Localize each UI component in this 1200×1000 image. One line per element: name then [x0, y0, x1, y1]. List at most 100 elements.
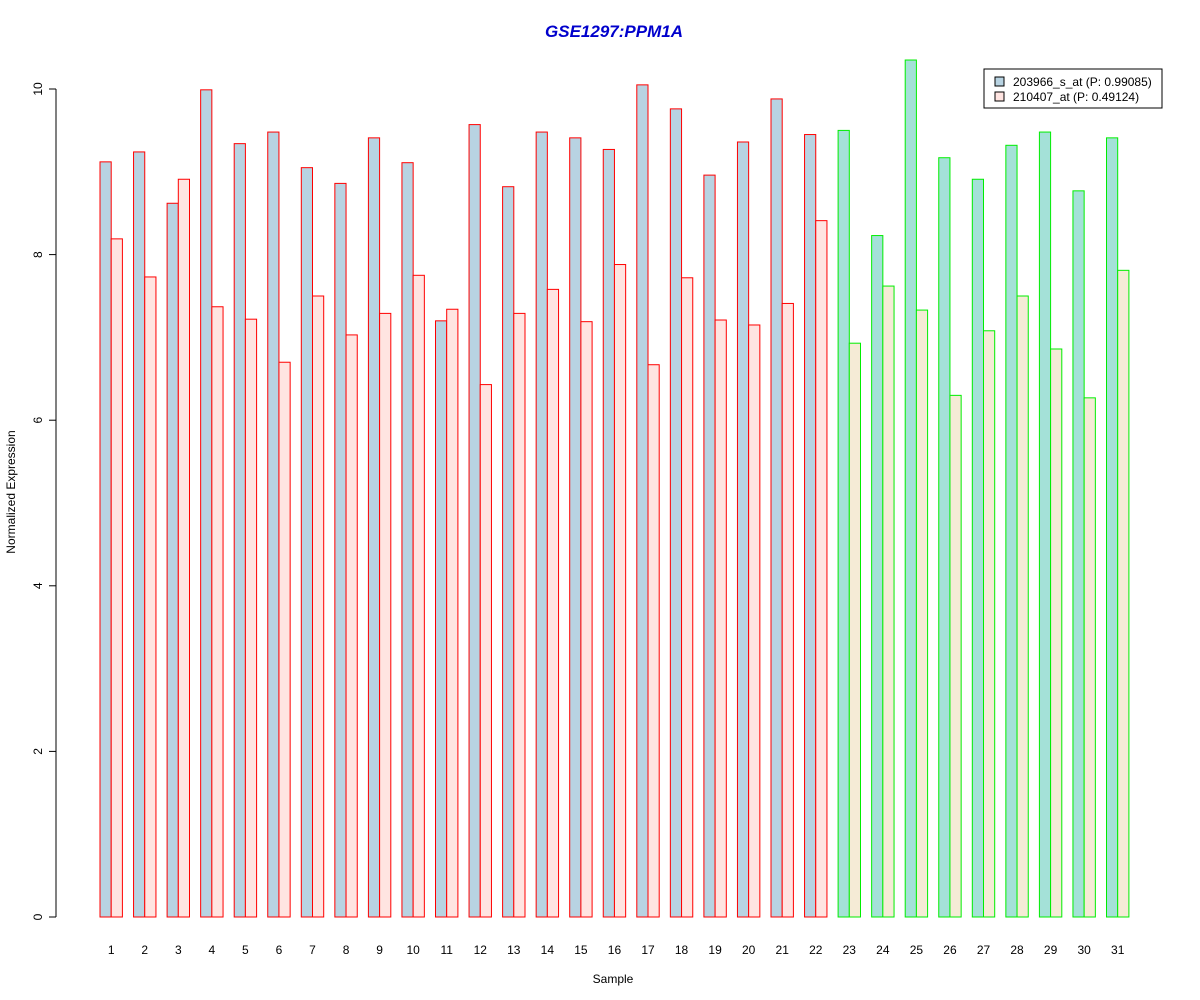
- y-tick-label: 6: [31, 417, 45, 424]
- y-tick-label: 2: [31, 748, 45, 755]
- bar-series-2-sample-2: [144, 276, 157, 918]
- bar-series-1-sample-1: [99, 161, 112, 918]
- bar-series-2-sample-23: [848, 342, 861, 918]
- bar-series-1-sample-2: [133, 151, 146, 918]
- bar-series-2-sample-17: [647, 364, 660, 918]
- legend-box: [983, 68, 1163, 109]
- bar-series-1-sample-17: [636, 84, 649, 918]
- y-tick-label: 0: [31, 913, 45, 920]
- x-tick-label: 3: [175, 943, 182, 957]
- bar-series-1-sample-4: [200, 89, 213, 918]
- bar-series-1-sample-9: [367, 137, 381, 918]
- bar-series-2-sample-12: [479, 384, 492, 918]
- x-axis-title: Sample: [593, 972, 634, 986]
- bar-series-1-sample-16: [602, 148, 615, 918]
- chart-title: GSE1297:PPM1A: [545, 22, 683, 41]
- bar-series-2-sample-25: [915, 309, 929, 918]
- bar-series-2-sample-15: [580, 321, 593, 918]
- x-tick-label: 30: [1077, 943, 1091, 957]
- bar-series-2-sample-29: [1050, 348, 1063, 918]
- x-tick-label: 10: [406, 943, 420, 957]
- x-tick-label: 31: [1111, 943, 1125, 957]
- bar-series-2-sample-6: [278, 361, 291, 918]
- bar-series-1-sample-10: [401, 162, 414, 918]
- bar-series-2-sample-20: [748, 324, 761, 918]
- x-tick-label: 11: [440, 943, 453, 957]
- bar-series-1-sample-12: [468, 124, 481, 918]
- bar-series-1-sample-11: [435, 320, 448, 918]
- legend-label-series-1: 203966_s_at (P: 0.99085): [1013, 75, 1152, 89]
- bar-series-1-sample-28: [1005, 144, 1018, 918]
- bar-series-1-sample-31: [1106, 137, 1119, 918]
- bar-series-2-sample-18: [681, 277, 694, 918]
- x-tick-label: 17: [641, 943, 655, 957]
- bar-series-1-sample-27: [971, 178, 984, 918]
- bar-series-1-sample-29: [1038, 131, 1052, 918]
- bar-series-1-sample-5: [233, 143, 246, 918]
- bar-series-2-sample-21: [781, 302, 794, 918]
- bar-series-2-sample-16: [613, 264, 627, 918]
- bar-series-1-sample-7: [300, 167, 313, 918]
- bar-series-2-sample-13: [513, 312, 526, 918]
- x-tick-label: 14: [541, 943, 555, 957]
- x-tick-label: 24: [876, 943, 890, 957]
- bar-series-1-sample-23: [837, 129, 850, 918]
- bar-series-2-sample-3: [177, 178, 191, 918]
- legend-swatch-series-1: [994, 76, 1005, 87]
- y-axis-title: Normalized Expression: [4, 430, 18, 553]
- bar-series-1-sample-18: [669, 108, 683, 918]
- x-tick-label: 6: [276, 943, 283, 957]
- bar-series-1-sample-6: [267, 131, 280, 918]
- bar-series-2-sample-5: [244, 318, 258, 918]
- legend: 203966_s_at (P: 0.99085) 210407_at (P: 0…: [983, 68, 1163, 109]
- x-tick-label: 5: [242, 943, 249, 957]
- x-axis-labels: 1 2 3 4 5 6 7 8 9 10 11 12 13 14 15 16 17 18 19 20 21 22 23 24 2…: [108, 943, 1125, 957]
- x-tick-label: 9: [376, 943, 383, 957]
- bar-series-1-sample-8: [334, 182, 347, 918]
- x-tick-label: 29: [1044, 943, 1058, 957]
- x-tick-label: 13: [507, 943, 521, 957]
- x-tick-label: 7: [309, 943, 316, 957]
- x-tick-label: 1: [108, 943, 115, 957]
- bar-series-2-sample-9: [379, 312, 392, 918]
- bar-series-2-sample-24: [882, 285, 895, 918]
- bar-series-1-sample-14: [535, 131, 548, 918]
- bar-series-1-sample-30: [1072, 190, 1085, 918]
- x-tick-label: 27: [977, 943, 991, 957]
- bar-series-1-sample-15: [569, 137, 582, 918]
- bar-series-2-sample-30: [1083, 397, 1096, 918]
- x-tick-label: 2: [141, 943, 148, 957]
- bar-series-2-sample-27: [983, 330, 996, 918]
- y-axis: 0 2 4 6 8 10: [31, 82, 57, 920]
- x-tick-label: 4: [209, 943, 216, 957]
- x-tick-label: 26: [943, 943, 957, 957]
- y-tick-label: 10: [31, 82, 45, 96]
- bar-series-1-sample-3: [166, 202, 179, 918]
- legend-swatch-series-2: [994, 91, 1005, 102]
- bar-series-1-sample-19: [703, 174, 716, 918]
- x-tick-label: 16: [608, 943, 622, 957]
- bar-series-2-sample-31: [1117, 269, 1130, 918]
- bar-series-2-sample-7: [312, 295, 325, 918]
- x-tick-label: 25: [910, 943, 924, 957]
- bar-series-2-sample-4: [211, 306, 224, 918]
- bar-series-1-sample-13: [502, 186, 515, 918]
- bar-series-2-sample-11: [446, 308, 459, 918]
- x-tick-label: 21: [776, 943, 790, 957]
- bars: [99, 59, 1130, 918]
- x-tick-label: 23: [843, 943, 857, 957]
- bar-series-2-sample-28: [1016, 295, 1029, 918]
- x-tick-label: 19: [708, 943, 722, 957]
- y-tick-label: 4: [31, 582, 45, 589]
- x-tick-label: 8: [343, 943, 350, 957]
- bar-series-2-sample-8: [345, 334, 358, 918]
- x-tick-label: 20: [742, 943, 756, 957]
- bar-series-2-sample-19: [714, 319, 727, 918]
- bar-series-1-sample-25: [904, 59, 917, 918]
- bar-series-2-sample-22: [815, 220, 828, 918]
- bar-series-1-sample-20: [736, 141, 750, 918]
- bar-series-1-sample-24: [871, 235, 884, 918]
- x-tick-label: 15: [574, 943, 588, 957]
- y-tick-label: 8: [31, 251, 45, 258]
